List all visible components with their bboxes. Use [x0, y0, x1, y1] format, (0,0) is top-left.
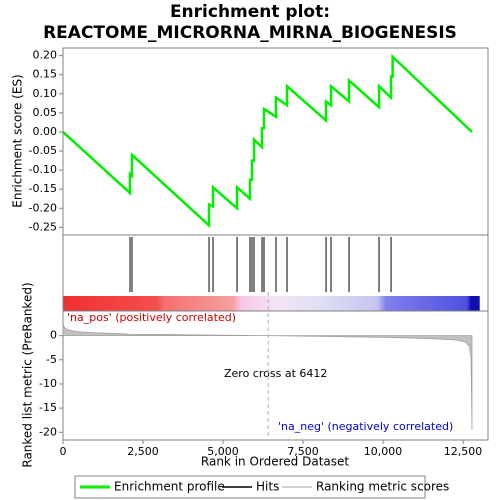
x-tick-label: 12,500: [444, 445, 483, 458]
metric-frame: [62, 310, 489, 441]
x-tick-label: 2,500: [127, 445, 159, 458]
es-frame: [62, 47, 489, 236]
chart-title: Enrichment plot:: [170, 2, 330, 22]
y-tick-label: -20: [39, 425, 57, 438]
annotation: Zero cross at 6412: [224, 367, 327, 380]
y-tick-label: -5: [46, 353, 57, 366]
metric-area: [62, 322, 473, 430]
y-tick-label: -0.25: [29, 220, 57, 233]
x-tick-label: 10,000: [364, 445, 403, 458]
y-axis-label: Ranked list metric (PreRanked): [21, 282, 35, 467]
y-tick-label: 0.10: [33, 87, 58, 100]
y-tick-label: -10: [39, 377, 57, 390]
x-tick-label: 0: [60, 445, 67, 458]
y-tick-label: -0.15: [29, 182, 57, 195]
legend-label: Ranking metric scores: [316, 480, 449, 494]
legend-label: Hits: [256, 480, 279, 494]
x-axis-label: Rank in Ordered Dataset: [201, 455, 349, 469]
annotation: 'na_pos' (positively correlated): [67, 311, 236, 324]
y-tick-label: 0.00: [33, 125, 58, 138]
x-tick-label: 5,000: [207, 445, 239, 458]
es-line: [62, 53, 473, 229]
y-tick-label: 0: [50, 329, 57, 342]
y-tick-label: -0.05: [29, 144, 57, 157]
x-tick-label: 7,500: [287, 445, 319, 458]
y-tick-label: -0.10: [29, 163, 57, 176]
y-tick-label: 0.05: [33, 106, 58, 119]
y-tick-label: -15: [39, 401, 57, 414]
y-tick-label: -0.20: [29, 201, 57, 214]
chart-subtitle: REACTOME_MICRORNA_MIRNA_BIOGENESIS: [43, 23, 457, 43]
color-bar: [63, 296, 488, 311]
legend-label: Enrichment profile: [114, 480, 225, 494]
y-axis-label: Enrichment score (ES): [11, 74, 25, 207]
y-tick-label: 0.20: [33, 49, 58, 62]
y-tick-label: 0.15: [33, 68, 58, 81]
annotation: 'na_neg' (negatively correlated): [278, 420, 453, 433]
